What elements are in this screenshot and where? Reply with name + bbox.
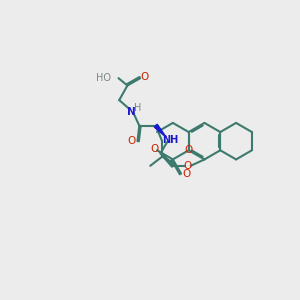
Text: O: O	[128, 136, 136, 146]
Text: HO: HO	[96, 73, 111, 83]
Text: O: O	[140, 72, 148, 82]
Text: N: N	[127, 107, 136, 117]
Text: NH: NH	[162, 135, 178, 145]
Text: O: O	[184, 161, 192, 171]
Polygon shape	[154, 124, 166, 137]
Text: O: O	[151, 144, 159, 154]
Text: O: O	[184, 145, 193, 155]
Text: O: O	[182, 169, 190, 179]
Text: H: H	[134, 103, 141, 112]
